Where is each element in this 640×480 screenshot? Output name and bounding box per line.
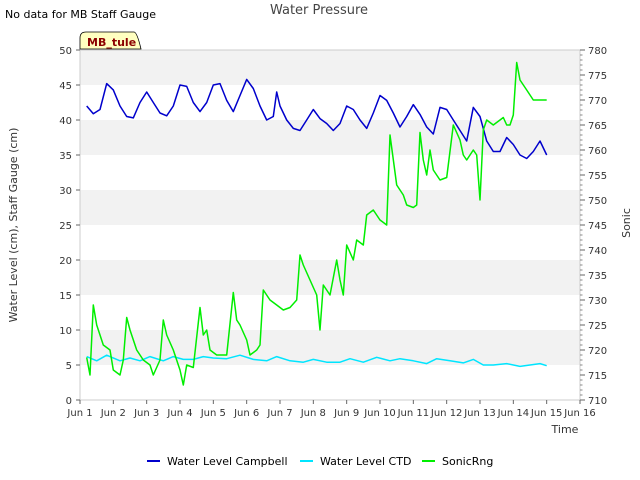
series-line-water-level-ctd — [86, 354, 547, 368]
right-axis-label: Sonic — [620, 208, 633, 238]
x-axis-label: Time — [551, 423, 579, 436]
x-tick-label: Jun 13 — [463, 408, 496, 419]
x-tick-label: Jun 10 — [363, 408, 396, 419]
right-tick-label: 755 — [588, 171, 607, 182]
x-tick-label: Jun 7 — [266, 408, 292, 419]
legend-label-sonicrng: SonicRng — [442, 455, 493, 468]
left-tick-label: 40 — [59, 116, 72, 127]
x-tick-label: Jun 15 — [530, 408, 563, 419]
legend-label-water-level-campbell: Water Level Campbell — [167, 455, 288, 468]
x-tick-label: Jun 6 — [233, 408, 259, 419]
right-tick-label: 745 — [588, 221, 607, 232]
grid-band — [80, 295, 580, 330]
x-tick-label: Jun 14 — [497, 408, 530, 419]
grid-band — [80, 365, 580, 400]
right-tick-label: 725 — [588, 321, 607, 332]
right-tick-label: 710 — [588, 396, 607, 407]
left-tick-label: 25 — [59, 221, 72, 232]
legend-item-water-level-campbell: Water Level Campbell — [147, 455, 288, 468]
grid-bands — [80, 50, 580, 400]
series-layer — [85, 61, 548, 386]
left-axis: 0 5 10 15 20 25 30 35 40 45 50 — [59, 46, 80, 407]
grid-band — [80, 85, 580, 120]
left-tick-label: 35 — [59, 151, 72, 162]
left-tick-label: 45 — [59, 81, 72, 92]
right-tick-label: 750 — [588, 196, 607, 207]
x-tick-label: Jun 16 — [563, 408, 596, 419]
left-axis-label: Water Level (cm), Staff Gauge (cm) — [7, 128, 20, 323]
station-badge-label: MB_tule — [87, 36, 136, 49]
right-tick-label: 765 — [588, 121, 607, 132]
right-tick-label: 780 — [588, 46, 607, 57]
series-line-sonicrng — [85, 61, 547, 386]
x-tick-label: Jun 9 — [333, 408, 359, 419]
right-axis: 710 715 720 725 730 735 740 745 750 755 760 765 770 7… — [580, 46, 607, 407]
station-badge-shape — [79, 31, 142, 50]
legend-item-water-level-ctd: Water Level CTD — [300, 455, 411, 468]
x-tick-label: Jun 2 — [100, 408, 126, 419]
grid-band — [80, 330, 580, 365]
legend-item-sonicrng: SonicRng — [422, 455, 493, 468]
no-data-note: No data for MB Staff Gauge — [5, 8, 156, 21]
right-tick-label: 735 — [588, 271, 607, 282]
left-tick-label: 15 — [59, 291, 72, 302]
left-tick-label: 20 — [59, 256, 72, 267]
grid-band — [80, 155, 580, 190]
grid-band — [80, 260, 580, 295]
x-tick-label: Jun 3 — [133, 408, 159, 419]
x-tick-label: Jun 12 — [430, 408, 463, 419]
right-tick-label: 730 — [588, 296, 607, 307]
x-tick-label: Jun 4 — [166, 408, 192, 419]
grid-band — [80, 190, 580, 225]
x-tick-label: Jun 5 — [200, 408, 226, 419]
right-tick-label: 720 — [588, 346, 607, 357]
chart-title: Water Pressure — [270, 3, 368, 18]
grid-band — [80, 50, 580, 85]
left-tick-label: 5 — [66, 361, 72, 372]
left-tick-label: 50 — [59, 46, 72, 57]
right-tick-label: 775 — [588, 71, 607, 82]
x-tick-label: Jun 8 — [300, 408, 326, 419]
station-badge: MB_tule — [79, 31, 142, 50]
series-line-water-level-campbell — [86, 78, 548, 160]
x-tick-label: Jun 1 — [66, 408, 92, 419]
legend: Water Level Campbell Water Level CTD Son… — [147, 455, 493, 468]
right-tick-label: 770 — [588, 96, 607, 107]
legend-label-water-level-ctd: Water Level CTD — [320, 455, 411, 468]
x-tick-label: Jun 11 — [397, 408, 430, 419]
right-tick-label: 715 — [588, 371, 607, 382]
left-tick-label: 0 — [66, 396, 72, 407]
left-tick-label: 30 — [59, 186, 72, 197]
right-tick-label: 740 — [588, 246, 607, 257]
right-tick-label: 760 — [588, 146, 607, 157]
left-tick-label: 10 — [59, 326, 72, 337]
x-axis: Jun 1 Jun 2 Jun 3 Jun 4 Jun 5 Jun 6 Jun 7 Jun 8… — [66, 400, 596, 419]
grid-band — [80, 225, 580, 260]
grid-band — [80, 120, 580, 155]
